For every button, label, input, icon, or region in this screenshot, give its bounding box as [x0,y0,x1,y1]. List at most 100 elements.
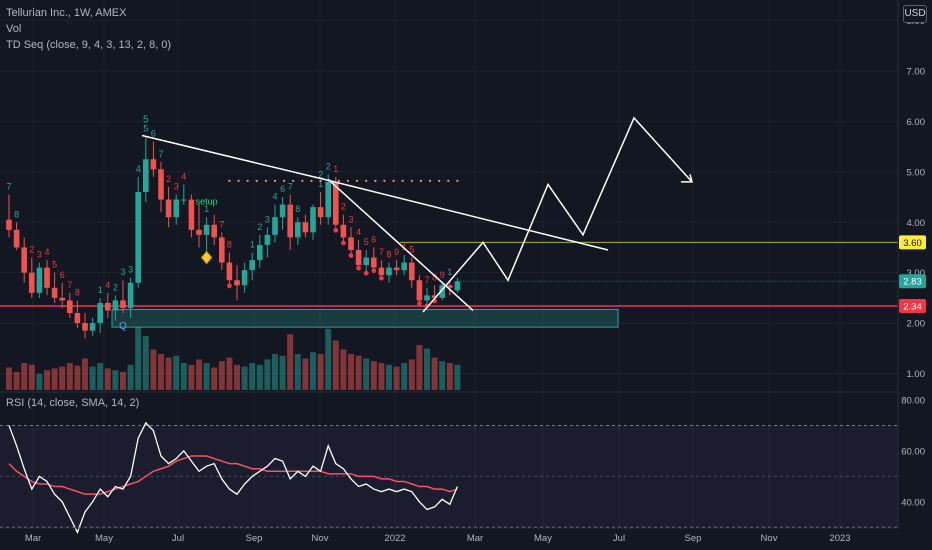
trend-drawings [141,116,693,313]
volume-bar [104,368,111,390]
td-big-count-label: Q [119,321,127,332]
td-count-label: 8 [14,209,19,219]
candle-body [226,262,233,281]
td-count-label: 1 [402,242,407,252]
candle-body [393,267,400,271]
candle-body [127,282,134,308]
td-count-label: 8 [227,240,232,250]
td-count-label: 6 [280,184,285,194]
candle-body [51,287,58,298]
volume-bar [317,354,324,390]
volume-bar [6,367,12,390]
td-perfection-dot [341,240,346,246]
time-tick-label: Mar [467,533,483,544]
time-tick-label: Mar [25,533,41,544]
td-count-label: 2 [166,174,171,184]
td-count-label: 2 [113,282,118,292]
volume-bar [36,373,43,390]
td-count-label: 8 [75,287,80,297]
td-risk-dot [374,179,377,183]
time-tick-label: 2023 [829,533,850,544]
candle-body [310,207,316,233]
volume-bar [82,358,88,390]
td-perfection-dot [417,301,422,306]
td-perfection-dot [363,270,369,276]
steep-trendline [327,178,474,312]
candle-body [82,323,88,331]
td-count-label: 1 [447,267,452,277]
volume-bar [401,363,408,390]
time-axis[interactable]: Mar May Jul Sep Nov 2022 Mar May Jul Sep Nov 2023 [0,527,898,544]
tdseq-legend[interactable]: TD Seq (close, 9, 4, 3, 13, 2, 8, 0) [6,39,172,51]
rsi-band [0,425,898,528]
price-label-box [899,235,926,250]
td-count-label: 4 [44,247,49,257]
symbol-legend[interactable]: Tellurian Inc., 1W, AMEX [6,7,127,19]
price-tick-label: 5.00 [907,167,926,178]
rsi-legend[interactable]: RSI (14, close, SMA, 14, 2) [6,397,140,409]
td-count-label: 7 [219,219,224,229]
candle-body [29,272,35,293]
volume-bar [218,361,225,390]
support-zone [111,308,619,328]
candle-body [203,224,210,235]
candle-body [279,204,286,218]
td-count-label: 6 [60,270,65,280]
candle-body [264,234,271,245]
price-label-text: 2.83 [903,277,922,288]
td-risk-dot [237,179,240,183]
candle-body [257,244,263,261]
price-tick-label: 1.00 [907,369,926,380]
volume-bar [393,366,400,390]
volume-bar [180,363,187,390]
time-tick-label: Sep [685,533,702,544]
volume-bar [363,358,370,390]
volume-bar [196,359,202,390]
candle-body [317,207,324,218]
candle-body [143,159,149,192]
candle-body [272,217,278,235]
volume-bar [234,364,240,390]
price-tick-label: 2.00 [907,319,926,330]
price-label-text: 3.60 [903,238,922,249]
volume-bar [416,345,423,390]
volume-bar [264,359,271,390]
candle-body [97,302,103,324]
td-count-label: 3 [265,214,270,224]
candle-body [416,280,423,301]
td-perfection-dot [371,268,377,274]
td-count-label: 5 [364,237,369,247]
td-risk-dot [383,179,386,183]
price-projection-path [422,116,693,313]
volume-bar [28,364,35,390]
volume-bar [89,366,96,390]
candle-body [219,237,225,263]
candle-body [241,270,248,286]
td-count-label: 7 [67,280,72,290]
td-big-count-label: 5 [143,115,149,126]
volume-bar [97,363,104,390]
candle-body [211,224,217,238]
volume-bar [226,357,233,390]
rsi-sma-line [8,455,458,495]
currency-badge[interactable]: USD [903,5,927,23]
candle-body [447,285,453,288]
price-label-box [899,274,926,289]
volume-bar [188,364,195,390]
rsi-pane [0,421,898,534]
time-tick-label: 2022 [384,533,405,544]
time-tick-label: May [534,533,552,544]
td-count-label: 3 [37,250,42,260]
td-risk-dot [401,179,404,183]
candle-body [340,224,347,238]
volume-legend[interactable]: Vol [6,23,22,35]
volume-bar [51,368,58,390]
price-axis[interactable]: 1.002.003.004.005.006.007.008.0040.0060.… [897,0,932,550]
rsi-tick-label: 60.00 [901,446,925,457]
setup-diamond [200,250,213,265]
volume-bar [310,352,316,390]
td-count-label: 2 [341,202,346,212]
volume-bar [386,364,392,390]
volume-bar [150,349,157,390]
